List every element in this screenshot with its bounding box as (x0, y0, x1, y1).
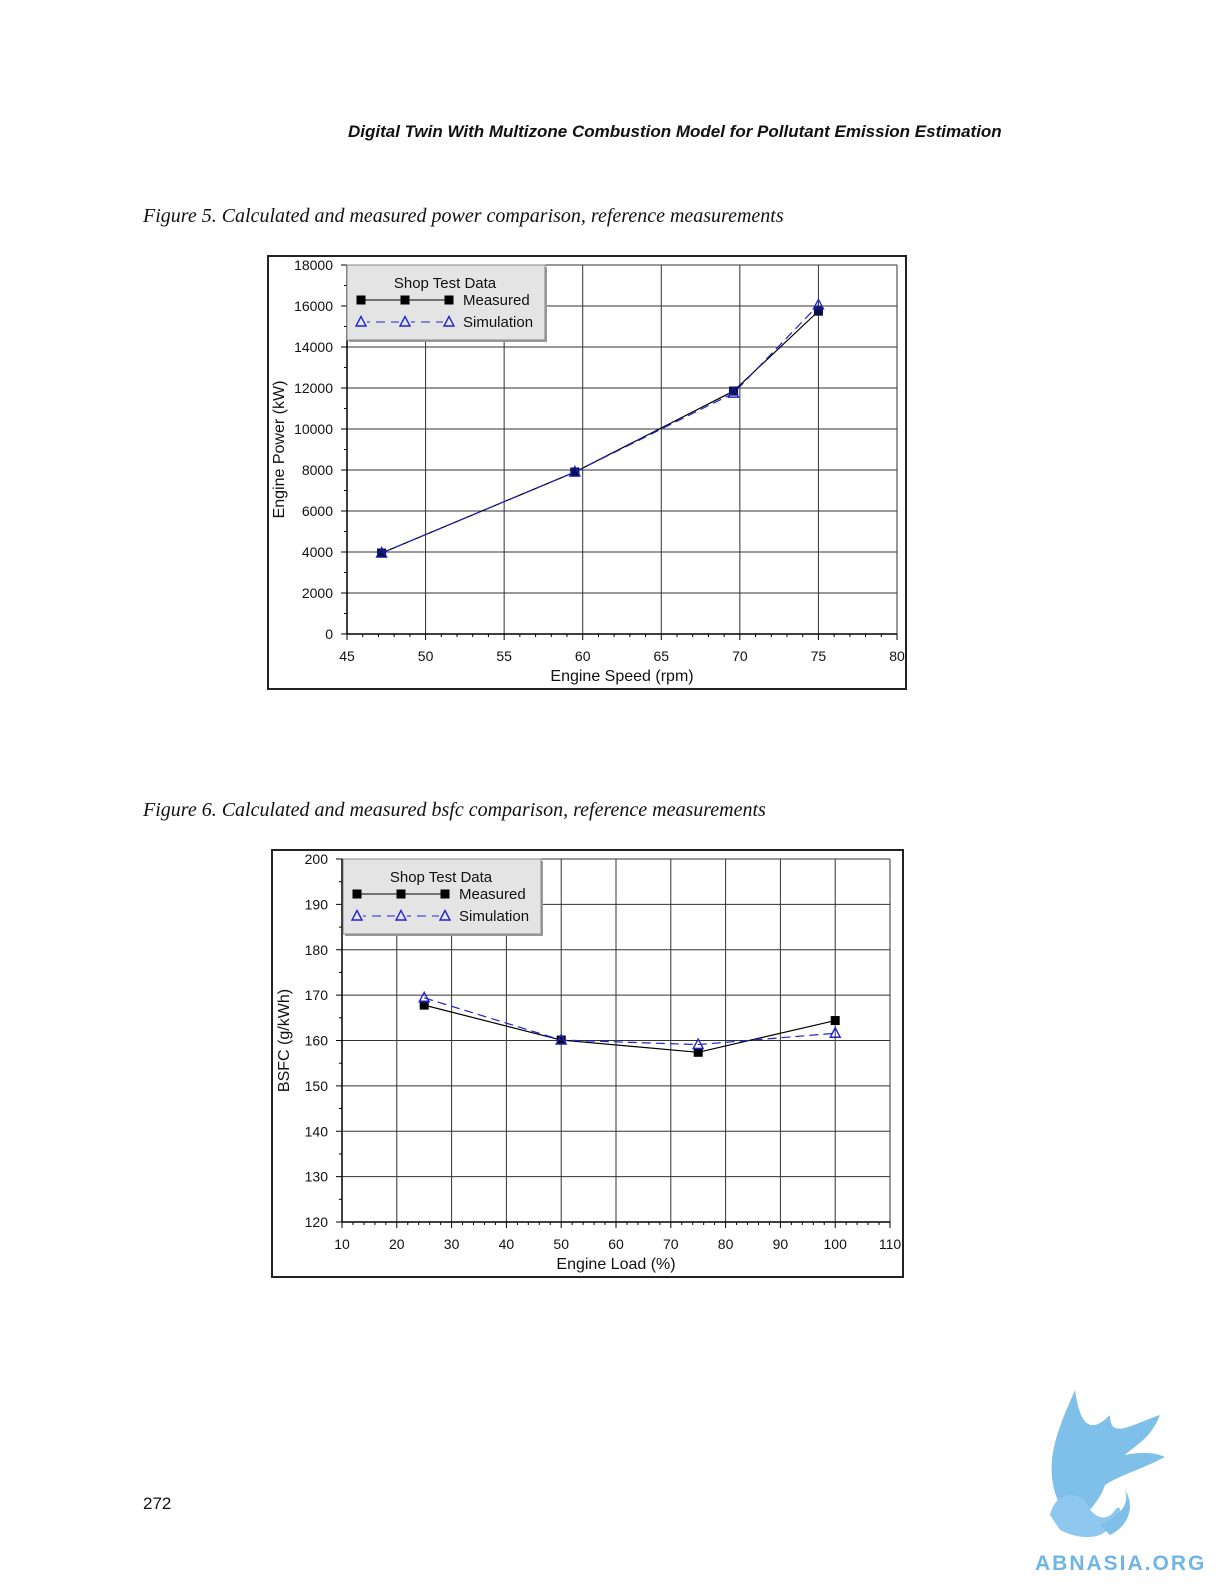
measured-point (830, 1016, 840, 1026)
legend-marker-bg (351, 910, 363, 922)
x-tick-label: 10 (334, 1236, 350, 1252)
x-tick-label: 50 (418, 648, 434, 664)
simulation-line (424, 997, 836, 1046)
power-chart-svg: 45 50 55 60 65 70 75 80 0 2000 4000 6000 8000 10000 12… (267, 255, 907, 690)
legend-simulation-marker (354, 314, 368, 327)
figure-5-chart: 45 50 55 60 65 70 75 80 0 2000 4000 6000 8000 10000 12… (267, 255, 907, 690)
y-tick-label: 140 (305, 1123, 329, 1139)
legend-simulation-marker (350, 908, 364, 921)
y-tick-label: 18000 (294, 257, 333, 273)
legend-simulation-label: Simulation (459, 908, 529, 925)
legend-measured-marker (444, 295, 454, 305)
legend-measured-marker (400, 295, 410, 305)
x-tick-label: 30 (444, 1236, 460, 1252)
x-tick-label: 60 (575, 648, 591, 664)
simulation-point (418, 990, 431, 1003)
grid-lines (341, 858, 891, 1223)
bsfc-chart-svg: 10 20 30 40 50 60 70 80 90 100 110 120 130 140 150 160 1… (271, 849, 904, 1278)
figure-6-chart: 10 20 30 40 50 60 70 80 90 100 110 120 130 140 150 160 1… (271, 849, 904, 1278)
x-tick-label: 50 (553, 1236, 569, 1252)
x-tick-label: 80 (889, 648, 905, 664)
measured-line (424, 1004, 836, 1053)
y-tick-label: 6000 (302, 503, 333, 519)
y-tick-label: 160 (305, 1033, 329, 1049)
series-simulation (418, 990, 842, 1050)
x-axis-label: Engine Speed (rpm) (550, 668, 693, 685)
legend-measured-marker (356, 295, 366, 305)
legend-simulation-marker (442, 314, 456, 327)
y-tick-label: 12000 (294, 380, 333, 396)
x-tick-label: 90 (773, 1236, 789, 1252)
simulation-line (381, 304, 819, 554)
x-tick-label: 80 (718, 1236, 734, 1252)
legend-marker-bg (355, 316, 367, 328)
x-tick-label: 45 (339, 648, 355, 664)
measured-point (419, 1000, 429, 1010)
measured-point (693, 1047, 703, 1057)
y-tick-label: 150 (305, 1078, 329, 1094)
legend-measured-marker (396, 889, 406, 899)
x-tick-label: 55 (496, 648, 512, 664)
x-tick-label: 65 (653, 648, 669, 664)
y-axis-label: Engine Power (kW) (271, 381, 288, 519)
x-axis-label: Engine Load (%) (556, 1256, 675, 1273)
legend-simulation-marker (394, 908, 408, 921)
legend-title: Shop Test Data (390, 869, 493, 886)
y-tick-label: 14000 (294, 339, 333, 355)
legend-marker-bg (443, 316, 455, 328)
simulation-point (555, 1033, 568, 1045)
x-tick-label: 60 (608, 1236, 624, 1252)
legend-simulation-marker (398, 314, 412, 327)
legend-simulation-label: Simulation (463, 314, 533, 331)
legend-measured-label: Measured (463, 292, 530, 309)
legend-simulation-marker (438, 908, 452, 921)
legend-marker-bg (395, 910, 407, 922)
x-tick-label: 75 (811, 648, 827, 664)
publisher-logo: ABNASIA.ORG (1030, 1385, 1210, 1575)
figure-6-caption: Figure 6. Calculated and measured bsfc c… (143, 799, 766, 821)
simulation-point (692, 1037, 705, 1050)
griffin-logo-icon: ABNASIA.ORG (1035, 1390, 1206, 1575)
page-number: 272 (143, 1494, 172, 1513)
y-tick-label: 200 (305, 851, 329, 867)
y-tick-label: 2000 (302, 585, 333, 601)
overlap-marker (813, 306, 823, 316)
x-tick-label: 100 (824, 1236, 848, 1252)
overlap-marker (570, 467, 580, 477)
legend-marker-bg (399, 316, 411, 328)
y-tick-label: 0 (325, 626, 333, 642)
y-tick-label: 16000 (294, 298, 333, 314)
x-tick-label: 70 (732, 648, 748, 664)
running-header: Digital Twin With Multizone Combustion M… (348, 122, 1002, 141)
overlap-marker (729, 386, 739, 396)
y-axis-label: BSFC (g/kWh) (276, 989, 293, 1092)
legend-measured-marker (352, 889, 362, 899)
y-tick-label: 120 (305, 1214, 329, 1230)
legend-title: Shop Test Data (394, 275, 497, 292)
y-tick-label: 170 (305, 987, 329, 1003)
legend-measured-marker (440, 889, 450, 899)
y-tick-label: 10000 (294, 421, 333, 437)
y-tick-label: 8000 (302, 462, 333, 478)
x-tick-label: 40 (499, 1236, 515, 1252)
legend-measured-label: Measured (459, 886, 526, 903)
legend-marker-bg (439, 910, 451, 922)
overlap-marker (377, 548, 387, 558)
figure-5-caption: Figure 5. Calculated and measured power … (143, 205, 784, 227)
y-tick-label: 4000 (302, 544, 333, 560)
simulation-point (829, 1026, 842, 1038)
y-tick-label: 130 (305, 1169, 329, 1185)
x-tick-label: 110 (879, 1236, 902, 1252)
x-tick-label: 70 (663, 1236, 679, 1252)
y-tick-label: 180 (305, 942, 329, 958)
logo-text: ABNASIA.ORG (1035, 1552, 1206, 1575)
y-tick-label: 190 (305, 896, 329, 912)
x-tick-label: 20 (389, 1236, 405, 1252)
